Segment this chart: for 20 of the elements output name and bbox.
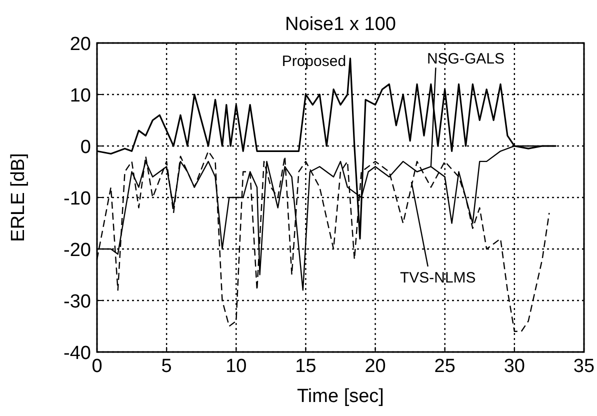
x-tick-label: 5 (161, 356, 172, 377)
y-tick-label: -30 (64, 292, 91, 312)
x-tick-label: 10 (226, 356, 247, 377)
y-tick-label: -10 (64, 188, 91, 210)
text: NSG-GALS (426, 50, 504, 68)
y-axis-title: ERLE [dB] (8, 153, 29, 242)
x-tick-label: 20 (364, 356, 386, 377)
x-tick-label: 30 (504, 356, 525, 377)
x-tick-label: 15 (295, 356, 316, 377)
series-label: TVS-NLMS (400, 269, 476, 286)
x-tick-label: 25 (434, 356, 456, 377)
chart-title: Noise1 x 100 (285, 14, 396, 35)
y-tick-label: 10 (70, 86, 91, 106)
x-tick-label: 35 (573, 356, 595, 377)
series-label: Proposed (282, 53, 346, 70)
y-tick-label: -20 (64, 240, 91, 261)
y-tick-label: 0 (80, 137, 91, 158)
y-tick-label: -40 (64, 343, 91, 364)
x-axis-title: Time [sec] (297, 386, 384, 407)
y-tick-label: 20 (70, 34, 91, 55)
